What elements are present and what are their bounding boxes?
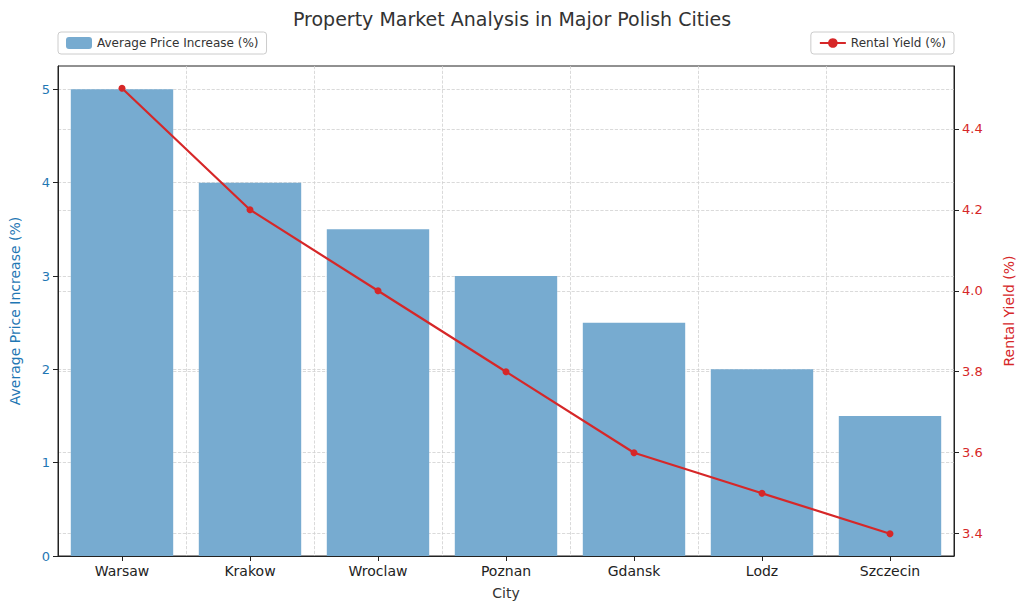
svg-text:4.4: 4.4 <box>962 121 983 136</box>
svg-text:Rental Yield (%): Rental Yield (%) <box>851 36 946 50</box>
svg-text:4.0: 4.0 <box>962 283 983 298</box>
svg-text:1: 1 <box>42 455 50 470</box>
svg-text:Lodz: Lodz <box>746 563 778 579</box>
svg-text:Szczecin: Szczecin <box>860 563 920 579</box>
svg-text:3.6: 3.6 <box>962 445 983 460</box>
svg-text:2: 2 <box>42 362 50 377</box>
svg-text:Wroclaw: Wroclaw <box>349 563 408 579</box>
svg-text:3: 3 <box>42 269 50 284</box>
svg-text:4.2: 4.2 <box>962 202 983 217</box>
svg-text:City: City <box>492 585 519 601</box>
svg-text:Warsaw: Warsaw <box>95 563 150 579</box>
svg-text:Property Market Analysis in Ma: Property Market Analysis in Major Polish… <box>293 8 731 30</box>
svg-text:Average Price Increase (%): Average Price Increase (%) <box>7 217 23 405</box>
svg-text:Average Price Increase (%): Average Price Increase (%) <box>97 36 259 50</box>
svg-text:Rental Yield (%): Rental Yield (%) <box>1001 255 1017 366</box>
svg-text:5: 5 <box>42 82 50 97</box>
svg-text:4: 4 <box>42 175 50 190</box>
svg-text:3.4: 3.4 <box>962 526 983 541</box>
svg-text:Gdansk: Gdansk <box>608 563 661 579</box>
svg-text:Poznan: Poznan <box>481 563 531 579</box>
svg-text:Krakow: Krakow <box>224 563 275 579</box>
svg-text:0: 0 <box>42 549 50 564</box>
svg-text:3.8: 3.8 <box>962 364 983 379</box>
